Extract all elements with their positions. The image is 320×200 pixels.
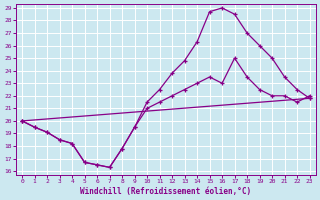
X-axis label: Windchill (Refroidissement éolien,°C): Windchill (Refroidissement éolien,°C) — [80, 187, 252, 196]
